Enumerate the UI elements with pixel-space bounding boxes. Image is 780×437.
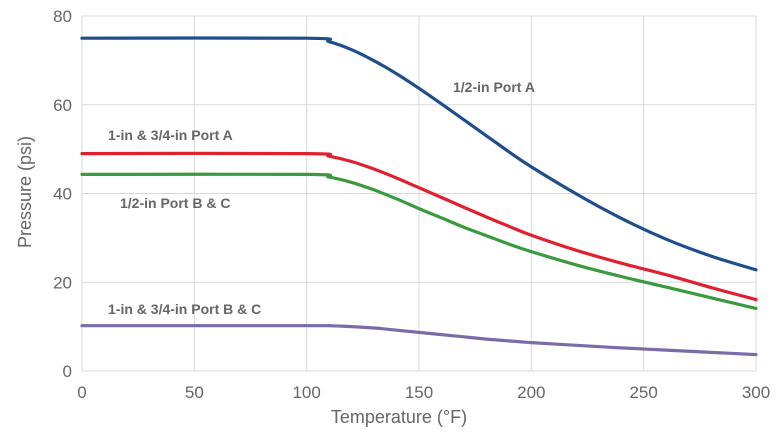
- series-line-1in-3-4in-port-a: [80, 151, 758, 302]
- series-line-half-in-port-b-c: [80, 172, 758, 310]
- y-tick-label: 20: [53, 273, 72, 292]
- series-line-half-in-port-a: [80, 36, 758, 272]
- y-tick-label: 40: [53, 185, 72, 204]
- series-label-half-in-port-b-c: 1/2-in Port B & C: [120, 195, 230, 211]
- series-label-1in-3-4in-port-b-c: 1-in & 3/4-in Port B & C: [108, 301, 261, 317]
- x-tick-label: 150: [405, 383, 433, 402]
- series-label-half-in-port-a: 1/2-in Port A: [453, 79, 535, 95]
- y-axis-title: Pressure (psi): [15, 136, 35, 248]
- x-tick-label: 300: [742, 383, 770, 402]
- x-axis-title: Temperature (°F): [331, 407, 467, 427]
- x-tick-label: 0: [77, 383, 86, 402]
- x-tick-label: 100: [292, 383, 320, 402]
- axis-ticks: 0 50 100 150 200 250 300 0 20 40 60 80: [53, 7, 770, 402]
- series-line-1in-3-4in-port-b-c: [80, 324, 758, 357]
- x-tick-label: 200: [517, 383, 545, 402]
- y-tick-label: 80: [53, 7, 72, 26]
- y-tick-label: 0: [63, 362, 72, 381]
- series-lines: [80, 36, 758, 357]
- grid: [81, 15, 757, 372]
- series-label-1in-3-4in-port-a: 1-in & 3/4-in Port A: [108, 127, 233, 143]
- y-tick-label: 60: [53, 96, 72, 115]
- x-tick-label: 250: [629, 383, 657, 402]
- x-tick-label: 50: [185, 383, 204, 402]
- series-labels: 1/2-in Port A 1-in & 3/4-in Port A 1/2-in …: [108, 79, 535, 317]
